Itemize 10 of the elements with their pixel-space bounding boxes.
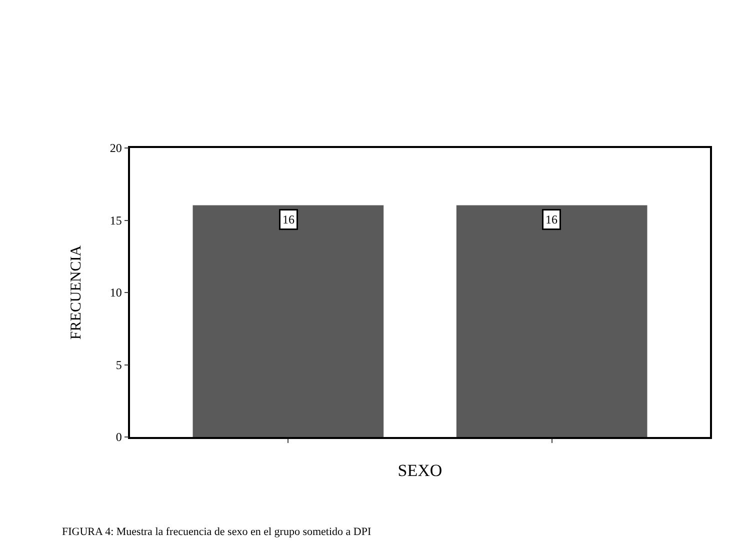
text: FIGURA 4: Muestra la frecuencia de sexo en el grupo sometido a DPI: [62, 526, 372, 538]
y-axis-title: FRECUENCIA: [68, 245, 85, 340]
x-axis-title: SEXO: [398, 461, 442, 480]
y-tick-label: 5: [116, 358, 122, 372]
data-label: 16: [282, 212, 294, 226]
y-tick-label: 10: [110, 286, 122, 300]
y-tick-label: 15: [110, 213, 122, 228]
y-tick-label: 0: [116, 430, 122, 444]
y-tick-label: 20: [110, 141, 122, 156]
data-label: 16: [546, 212, 558, 226]
